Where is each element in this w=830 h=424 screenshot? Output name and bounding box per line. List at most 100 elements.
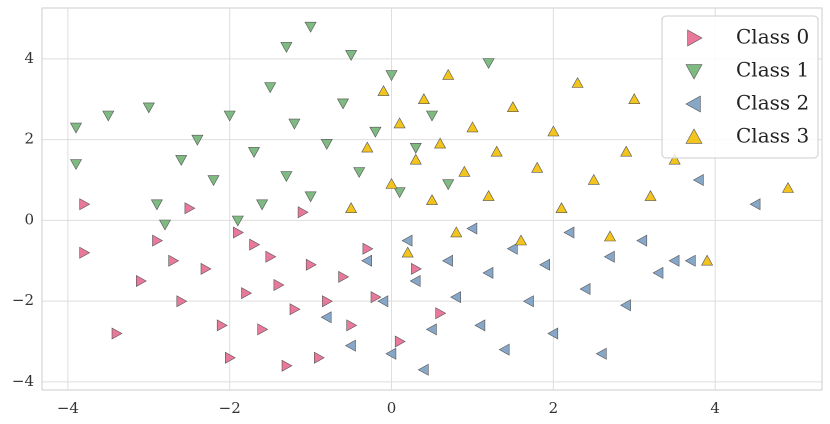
point: [385, 177, 398, 189]
point: [304, 191, 317, 203]
point: [522, 295, 534, 308]
legend-label: Class 0: [736, 25, 809, 49]
y-tick-label: 4: [24, 49, 34, 67]
point: [474, 319, 486, 332]
point: [442, 68, 455, 80]
point: [668, 254, 680, 267]
point: [79, 246, 91, 259]
point: [216, 319, 228, 332]
point: [175, 155, 188, 166]
point: [305, 258, 317, 271]
point: [514, 234, 528, 246]
point: [362, 242, 374, 255]
point: [338, 270, 350, 283]
point: [579, 282, 591, 296]
point: [288, 118, 301, 130]
point: [247, 147, 261, 158]
legend: Class 0 Class 1 Class 2 Class 3: [661, 15, 819, 159]
point: [531, 161, 544, 173]
point: [409, 274, 421, 288]
point: [369, 126, 382, 138]
point: [571, 76, 584, 88]
point: [539, 258, 551, 271]
point: [273, 278, 285, 292]
point: [506, 101, 519, 112]
point: [409, 143, 422, 154]
legend-marker: [687, 29, 703, 47]
point: [466, 222, 478, 235]
point: [69, 122, 83, 134]
point: [393, 117, 406, 129]
point: [225, 351, 236, 364]
point: [442, 254, 453, 267]
point: [200, 262, 212, 275]
point: [482, 58, 495, 70]
point: [563, 226, 575, 239]
x-tick-label: 4: [710, 399, 720, 417]
point: [264, 82, 277, 94]
point: [506, 242, 518, 255]
point: [692, 173, 704, 187]
legend-box: [661, 15, 819, 159]
point: [313, 351, 325, 364]
point: [435, 307, 447, 320]
point: [241, 287, 253, 300]
point: [482, 190, 495, 201]
point: [265, 250, 277, 263]
point: [281, 359, 293, 372]
point: [231, 215, 244, 227]
y-tick-label: −4: [12, 372, 34, 390]
legend-marker: [685, 64, 703, 80]
point: [136, 274, 147, 288]
point: [176, 295, 188, 308]
point: [450, 291, 462, 304]
point: [345, 50, 358, 61]
point: [69, 159, 83, 171]
point: [111, 327, 123, 340]
point: [555, 202, 568, 213]
x-tick-label: −4: [57, 399, 79, 417]
point: [644, 190, 657, 201]
point: [297, 206, 309, 219]
point: [458, 165, 471, 177]
y-tick-label: 0: [24, 210, 34, 228]
point: [223, 110, 236, 122]
point: [417, 93, 430, 104]
point: [401, 234, 413, 247]
point: [401, 246, 414, 258]
point: [466, 121, 479, 133]
point: [701, 254, 714, 266]
point: [498, 343, 510, 356]
point: [361, 254, 373, 267]
point: [394, 335, 406, 348]
point: [346, 319, 358, 332]
point: [490, 145, 503, 157]
point: [249, 238, 261, 251]
point: [425, 110, 439, 122]
legend-label: Class 1: [736, 58, 809, 82]
point: [652, 266, 664, 279]
point: [256, 199, 269, 211]
legend-label: Class 2: [736, 91, 809, 115]
legend-marker: [685, 128, 703, 144]
point: [425, 194, 439, 205]
point: [320, 311, 332, 324]
point: [280, 42, 293, 53]
legend-marker: [685, 95, 701, 113]
point: [393, 187, 406, 199]
point: [345, 202, 358, 213]
point: [595, 347, 607, 360]
point: [320, 139, 333, 150]
point: [353, 167, 366, 179]
point: [79, 198, 91, 211]
point: [547, 327, 559, 340]
point: [385, 70, 398, 82]
point: [547, 125, 560, 137]
point: [668, 153, 681, 165]
point: [411, 262, 422, 275]
point: [620, 145, 633, 157]
point: [482, 266, 494, 279]
point: [377, 295, 389, 308]
x-tick-label: 0: [387, 399, 397, 417]
